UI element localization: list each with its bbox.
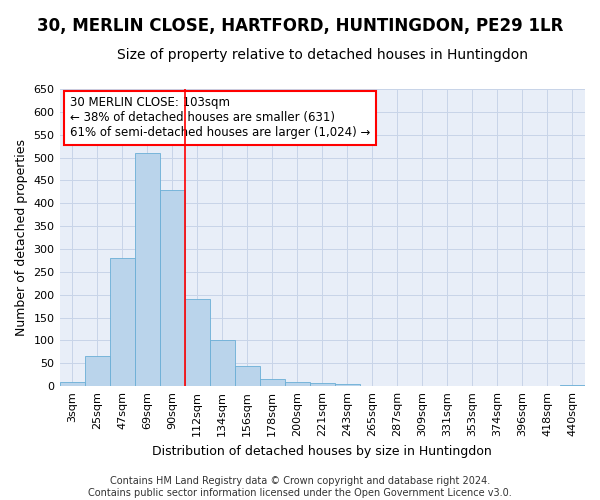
X-axis label: Distribution of detached houses by size in Huntingdon: Distribution of detached houses by size … xyxy=(152,444,492,458)
Bar xyxy=(560,385,585,386)
Bar xyxy=(260,380,285,386)
Bar xyxy=(134,153,160,386)
Text: 30, MERLIN CLOSE, HARTFORD, HUNTINGDON, PE29 1LR: 30, MERLIN CLOSE, HARTFORD, HUNTINGDON, … xyxy=(37,18,563,36)
Bar xyxy=(110,258,134,386)
Bar xyxy=(160,190,185,386)
Text: 30 MERLIN CLOSE: 103sqm
← 38% of detached houses are smaller (631)
61% of semi-d: 30 MERLIN CLOSE: 103sqm ← 38% of detache… xyxy=(70,96,370,140)
Bar xyxy=(85,356,110,386)
Bar xyxy=(310,382,335,386)
Bar xyxy=(285,382,310,386)
Bar xyxy=(235,366,260,386)
Y-axis label: Number of detached properties: Number of detached properties xyxy=(15,139,28,336)
Bar xyxy=(59,382,85,386)
Text: Contains HM Land Registry data © Crown copyright and database right 2024.
Contai: Contains HM Land Registry data © Crown c… xyxy=(88,476,512,498)
Bar xyxy=(209,340,235,386)
Title: Size of property relative to detached houses in Huntingdon: Size of property relative to detached ho… xyxy=(117,48,528,62)
Bar xyxy=(335,384,360,386)
Bar xyxy=(185,300,209,386)
